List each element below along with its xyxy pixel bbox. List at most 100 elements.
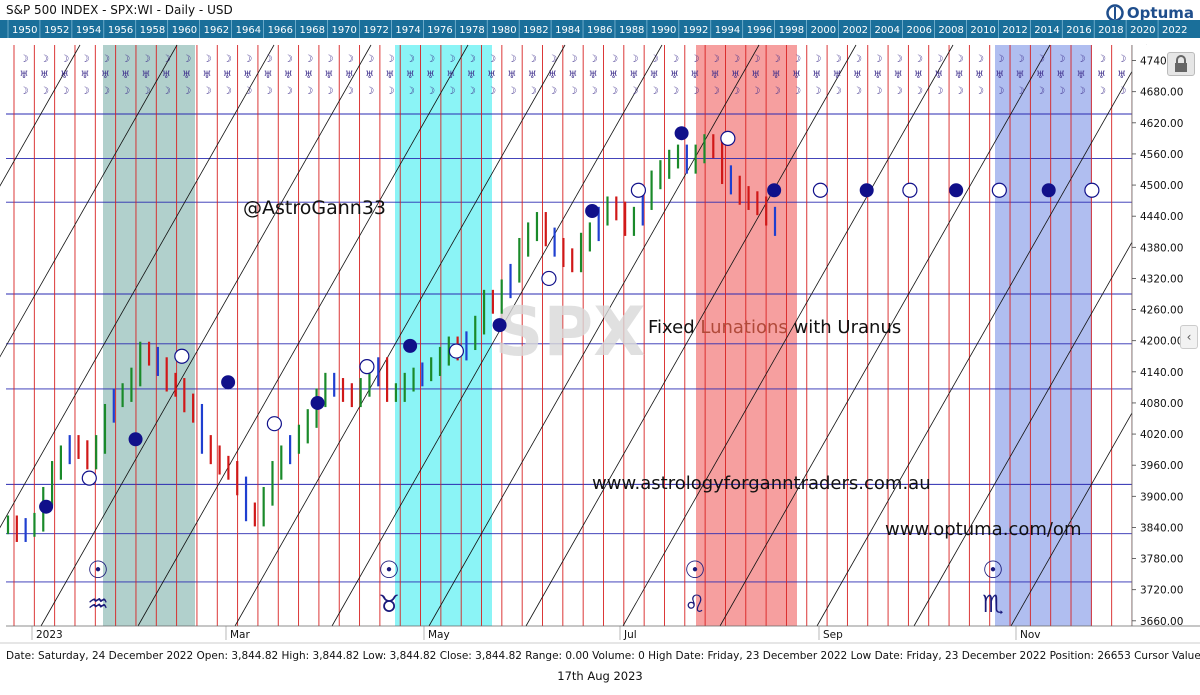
uranus-glyph: ♅ [751, 70, 760, 81]
moon-glyph: ☽ [1117, 86, 1126, 97]
moon-glyph: ☽ [141, 54, 150, 65]
uranus-glyph: ♅ [1117, 70, 1126, 81]
price-axis-label: 3960.00 [1140, 460, 1183, 472]
price-axis-label: 4620.00 [1140, 118, 1183, 130]
moon-glyph: ☽ [1036, 86, 1045, 97]
uranus-glyph: ♅ [487, 70, 496, 81]
price-axis-label: 3840.00 [1140, 522, 1183, 534]
uranus-glyph: ♅ [202, 70, 211, 81]
new-moon-marker [859, 183, 874, 198]
annotation-handle: @AstroGann33 [243, 197, 386, 219]
moon-glyph: ☽ [528, 86, 537, 97]
uranus-glyph: ♅ [1036, 70, 1045, 81]
moon-glyph: ☽ [792, 86, 801, 97]
new-moon-marker [128, 432, 143, 447]
moon-glyph: ☽ [182, 54, 191, 65]
price-axis-label: 4440.00 [1140, 211, 1183, 223]
uranus-glyph: ♅ [528, 70, 537, 81]
angle-line [622, 44, 954, 627]
uranus-glyph: ♅ [20, 70, 29, 81]
full-moon-marker [630, 182, 647, 198]
moon-glyph: ☽ [1097, 86, 1106, 97]
price-axis-label: 3720.00 [1140, 585, 1183, 597]
angle-line [0, 44, 275, 529]
full-moon-marker [448, 343, 464, 359]
uranus-glyph: ♅ [995, 70, 1004, 81]
top-axis-year-label: 1986 [587, 25, 612, 36]
uranus-glyph: ♅ [853, 70, 862, 81]
uranus-glyph: ♅ [711, 70, 720, 81]
moon-glyph: ☽ [345, 86, 354, 97]
moon-glyph: ☽ [60, 54, 69, 65]
uranus-glyph: ♅ [345, 70, 354, 81]
uranus-glyph: ♅ [467, 70, 476, 81]
uranus-glyph: ♅ [589, 70, 598, 81]
full-moon-marker [266, 416, 282, 432]
top-axis-year-label: 2016 [1066, 25, 1091, 36]
top-axis-year-label: 1974 [395, 25, 420, 36]
zodiac-glyph-taurus: ♉ [378, 590, 400, 618]
top-axis-year-label: 1996 [747, 25, 772, 36]
watermark-text: SPX [494, 293, 645, 372]
moon-glyph: ☽ [284, 86, 293, 97]
price-axis-label: 4560.00 [1140, 149, 1183, 161]
angle-line [234, 44, 566, 627]
moon-glyph: ☽ [202, 86, 211, 97]
moon-glyph: ☽ [995, 54, 1004, 65]
moon-glyph: ☽ [162, 54, 171, 65]
new-moon-marker [492, 318, 507, 333]
moon-glyph: ☽ [670, 86, 679, 97]
angle-line [0, 44, 81, 187]
uranus-glyph: ♅ [243, 70, 252, 81]
moon-glyph: ☽ [934, 86, 943, 97]
annotation-url-1: www.astrologyforganntraders.com.au [592, 473, 931, 494]
moon-glyph: ☽ [690, 86, 699, 97]
optuma-logo: Optuma [1106, 2, 1194, 23]
uranus-glyph: ♅ [223, 70, 232, 81]
top-axis-year-label: 2014 [1034, 25, 1059, 36]
moon-glyph: ☽ [467, 86, 476, 97]
new-moon-marker [403, 338, 418, 353]
angle-line [816, 44, 1148, 627]
uranus-glyph: ♅ [284, 70, 293, 81]
moon-glyph: ☽ [650, 54, 659, 65]
uranus-glyph: ♅ [446, 70, 455, 81]
moon-glyph: ☽ [1056, 86, 1065, 97]
moon-glyph: ☽ [20, 86, 29, 97]
moon-glyph: ☽ [467, 54, 476, 65]
uranus-glyph: ♅ [1077, 70, 1086, 81]
uranus-glyph: ♅ [507, 70, 516, 81]
uranus-glyph: ♅ [548, 70, 557, 81]
price-axis-label: 4260.00 [1140, 305, 1183, 317]
moon-glyph: ☽ [894, 86, 903, 97]
price-axis-label: 4080.00 [1140, 398, 1183, 410]
top-axis-year-label: 1978 [459, 25, 484, 36]
footer-date: 17th Aug 2023 [557, 669, 643, 683]
price-axis-label: 4200.00 [1140, 336, 1183, 348]
full-moon-marker [991, 182, 1007, 198]
chevron-left-icon[interactable]: ‹ [1180, 325, 1198, 349]
new-moon-marker [767, 183, 782, 198]
chart-title: S&P 500 INDEX - SPX:WI - Daily - USD [6, 3, 233, 17]
moon-glyph: ☽ [263, 54, 272, 65]
uranus-glyph: ♅ [1056, 70, 1065, 81]
moon-glyph: ☽ [446, 86, 455, 97]
status-bar: Date: Saturday, 24 December 2022 Open: 3… [6, 650, 1200, 662]
date-axis-label: Mar [230, 629, 250, 641]
lock-icon[interactable] [1167, 52, 1195, 76]
moon-glyph: ☽ [284, 54, 293, 65]
full-moon-marker [174, 348, 190, 364]
zodiac-glyph-leo: ♌ [684, 590, 706, 618]
annotation-heading: Fixed Lunations with Uranus [648, 317, 901, 338]
angle-line [0, 44, 178, 358]
moon-glyph: ☽ [507, 54, 516, 65]
price-chart[interactable]: 1950 1952 1954 1956 1958 1960 1962 1964 1966 1968… [0, 0, 1200, 650]
new-moon-marker [221, 375, 236, 390]
top-axis-year-label: 2000 [811, 25, 836, 36]
moon-glyph: ☽ [548, 86, 557, 97]
moon-glyph: ☽ [568, 86, 577, 97]
uranus-glyph: ♅ [934, 70, 943, 81]
top-axis-year-label: 2006 [906, 25, 931, 36]
uranus-glyph: ♅ [182, 70, 191, 81]
moon-glyph: ☽ [792, 54, 801, 65]
